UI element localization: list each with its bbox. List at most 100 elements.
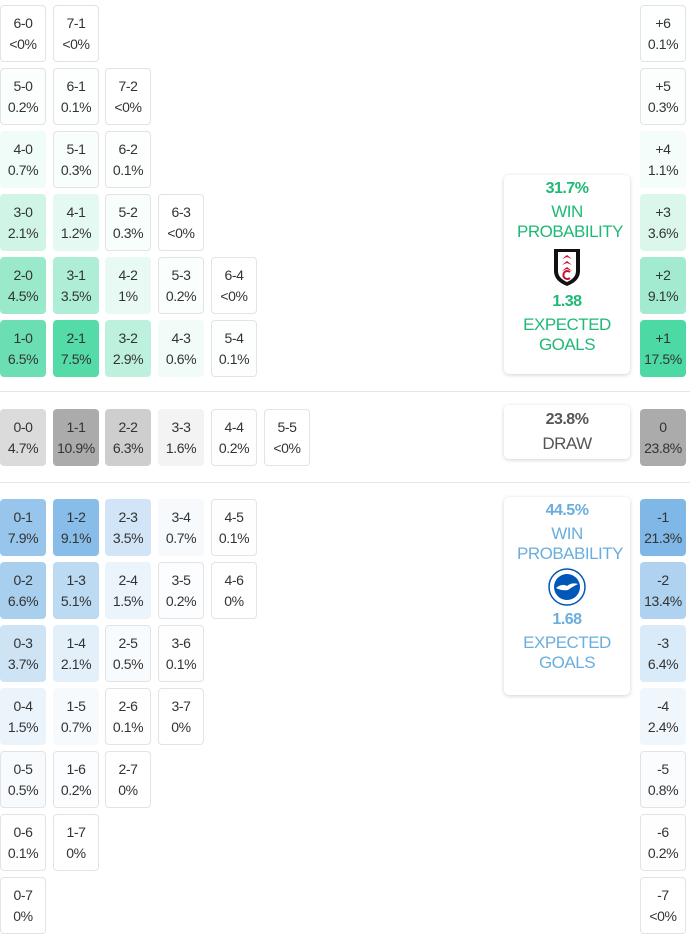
score-cell[interactable]: 2-0 4.5%: [0, 257, 46, 314]
score-cell[interactable]: 2-5 0.5%: [105, 625, 151, 682]
margin-score: +4: [655, 140, 671, 157]
score-pct: 9.1%: [60, 529, 92, 546]
score-cell[interactable]: 0-3 3.7%: [0, 625, 46, 682]
score-pct: 5.1%: [60, 592, 92, 609]
score-cell[interactable]: 2-7 0%: [105, 751, 151, 808]
score-cell[interactable]: 2-2 6.3%: [105, 409, 151, 466]
score-cell[interactable]: 3-2 2.9%: [105, 320, 151, 377]
home-xg-label: EXPECTED GOALS: [523, 315, 611, 354]
score-cell[interactable]: 0-0 4.7%: [0, 409, 46, 466]
score-cell[interactable]: 3-7 0%: [158, 688, 204, 745]
score-pct: 0.1%: [60, 98, 92, 115]
score-cell[interactable]: 4-3 0.6%: [158, 320, 204, 377]
margin-cell[interactable]: -6 0.2%: [640, 814, 686, 871]
score-cell[interactable]: 4-0 0.7%: [0, 131, 46, 188]
score-cell[interactable]: 1-0 6.5%: [0, 320, 46, 377]
margin-cell[interactable]: -2 13.4%: [640, 562, 686, 619]
score-score: 3-6: [171, 634, 191, 651]
score-pct: 0.2%: [165, 592, 197, 609]
score-cell[interactable]: 2-4 1.5%: [105, 562, 151, 619]
score-cell[interactable]: 3-0 2.1%: [0, 194, 46, 251]
score-cell[interactable]: 6-2 0.1%: [105, 131, 151, 188]
score-cell[interactable]: 0-6 0.1%: [0, 814, 46, 871]
margin-pct: 3.6%: [647, 224, 679, 241]
margin-cell[interactable]: -5 0.8%: [640, 751, 686, 808]
margin-score: -4: [657, 697, 669, 714]
score-cell[interactable]: 5-2 0.3%: [105, 194, 151, 251]
margin-cell[interactable]: -3 6.4%: [640, 625, 686, 682]
score-cell[interactable]: 4-6 0%: [211, 562, 257, 619]
margin-cell[interactable]: -4 2.4%: [640, 688, 686, 745]
fulham-crest-icon: [554, 249, 580, 286]
score-score: 1-7: [66, 823, 86, 840]
score-cell[interactable]: 1-7 0%: [53, 814, 99, 871]
score-cell[interactable]: 0-7 0%: [0, 877, 46, 934]
score-pct: 0%: [171, 718, 191, 735]
score-cell[interactable]: 3-1 3.5%: [53, 257, 99, 314]
score-cell[interactable]: 2-6 0.1%: [105, 688, 151, 745]
score-cell[interactable]: 6-3 <0%: [158, 194, 204, 251]
score-cell[interactable]: 5-1 0.3%: [53, 131, 99, 188]
margin-cell[interactable]: +2 9.1%: [640, 257, 686, 314]
score-cell[interactable]: 4-5 0.1%: [211, 499, 257, 556]
margin-cell[interactable]: +1 17.5%: [640, 320, 686, 377]
score-cell[interactable]: 3-3 1.6%: [158, 409, 204, 466]
score-score: 5-5: [277, 418, 297, 435]
score-score: 2-1: [66, 329, 86, 346]
margin-cell[interactable]: 0 23.8%: [640, 409, 686, 466]
score-pct: 1.5%: [112, 592, 144, 609]
score-cell[interactable]: 0-1 7.9%: [0, 499, 46, 556]
margin-cell[interactable]: -1 21.3%: [640, 499, 686, 556]
score-cell[interactable]: 0-5 0.5%: [0, 751, 46, 808]
score-cell[interactable]: 1-1 10.9%: [53, 409, 99, 466]
margin-pct: 0.2%: [647, 844, 679, 861]
score-cell[interactable]: 6-4 <0%: [211, 257, 257, 314]
margin-score: -6: [657, 823, 669, 840]
margin-score: +1: [655, 329, 671, 346]
score-pct: 6.6%: [7, 592, 39, 609]
divider: [0, 482, 690, 483]
score-pct: 0.5%: [7, 781, 39, 798]
score-cell[interactable]: 0-4 1.5%: [0, 688, 46, 745]
score-cell[interactable]: 6-0 <0%: [0, 5, 46, 62]
score-pct: 1%: [118, 287, 138, 304]
score-cell[interactable]: 2-1 7.5%: [53, 320, 99, 377]
score-pct: 0.2%: [165, 287, 197, 304]
score-cell[interactable]: 5-5 <0%: [264, 409, 310, 466]
score-cell[interactable]: 7-1 <0%: [53, 5, 99, 62]
score-cell[interactable]: 2-3 3.5%: [105, 499, 151, 556]
score-cell[interactable]: 4-2 1%: [105, 257, 151, 314]
margin-cell[interactable]: +4 1.1%: [640, 131, 686, 188]
margin-cell[interactable]: +3 3.6%: [640, 194, 686, 251]
score-cell[interactable]: 1-5 0.7%: [53, 688, 99, 745]
score-cell[interactable]: 1-3 5.1%: [53, 562, 99, 619]
score-pct: 6.5%: [7, 350, 39, 367]
score-cell[interactable]: 3-4 0.7%: [158, 499, 204, 556]
score-cell[interactable]: 1-2 9.1%: [53, 499, 99, 556]
score-cell[interactable]: 3-5 0.2%: [158, 562, 204, 619]
score-cell[interactable]: 3-6 0.1%: [158, 625, 204, 682]
score-pct: 0.1%: [218, 350, 250, 367]
score-cell[interactable]: 5-0 0.2%: [0, 68, 46, 125]
margin-score: 0: [659, 418, 667, 435]
score-cell[interactable]: 5-4 0.1%: [211, 320, 257, 377]
score-pct: 4.7%: [7, 439, 39, 456]
margin-pct: 9.1%: [647, 287, 679, 304]
margin-cell[interactable]: +5 0.3%: [640, 68, 686, 125]
score-cell[interactable]: 1-6 0.2%: [53, 751, 99, 808]
score-cell[interactable]: 1-4 2.1%: [53, 625, 99, 682]
score-cell[interactable]: 4-1 1.2%: [53, 194, 99, 251]
score-cell[interactable]: 7-2 <0%: [105, 68, 151, 125]
away-win-label: WIN PROBABILITY: [517, 524, 623, 563]
margin-cell[interactable]: -7 <0%: [640, 877, 686, 934]
margin-cell[interactable]: +6 0.1%: [640, 5, 686, 62]
score-cell[interactable]: 5-3 0.2%: [158, 257, 204, 314]
score-pct: 0%: [118, 781, 138, 798]
score-score: 2-4: [118, 571, 138, 588]
score-pct: 0.7%: [60, 718, 92, 735]
score-cell[interactable]: 6-1 0.1%: [53, 68, 99, 125]
score-cell[interactable]: 4-4 0.2%: [211, 409, 257, 466]
score-pct: 1.2%: [60, 224, 92, 241]
margin-score: -2: [657, 571, 669, 588]
score-cell[interactable]: 0-2 6.6%: [0, 562, 46, 619]
